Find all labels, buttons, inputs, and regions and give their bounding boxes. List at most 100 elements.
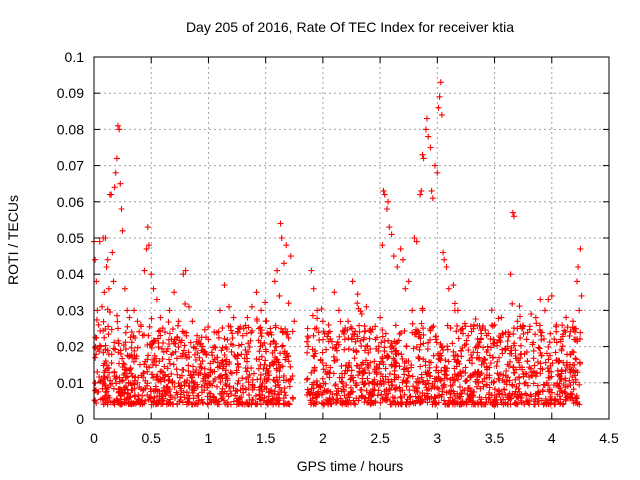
data-point	[224, 336, 231, 343]
data-point	[522, 379, 529, 386]
data-point	[150, 398, 157, 405]
data-point	[428, 187, 435, 194]
data-point	[474, 322, 481, 329]
data-point	[553, 328, 560, 335]
data-point	[147, 393, 154, 400]
data-point	[272, 340, 279, 347]
data-point	[124, 323, 131, 330]
data-point	[445, 285, 452, 292]
data-point	[489, 401, 496, 408]
data-point	[350, 377, 357, 384]
data-point	[447, 376, 454, 383]
data-point	[219, 344, 226, 351]
data-point	[434, 169, 441, 176]
data-point	[149, 362, 156, 369]
data-point	[456, 401, 463, 408]
data-point	[106, 394, 113, 401]
data-point	[175, 322, 181, 329]
data-point	[94, 307, 101, 314]
data-point	[471, 321, 477, 328]
y-tick-label: 0.02	[57, 339, 84, 355]
data-point	[167, 360, 173, 367]
data-point	[555, 383, 562, 390]
data-point	[127, 365, 134, 372]
data-point	[437, 357, 444, 364]
data-point	[385, 376, 392, 383]
data-point	[222, 400, 229, 407]
data-point	[157, 375, 164, 382]
data-point	[427, 144, 434, 151]
data-point	[357, 308, 364, 315]
data-point	[530, 339, 537, 346]
data-point	[570, 318, 576, 325]
data-point	[464, 377, 471, 384]
data-point	[354, 300, 361, 307]
data-point	[120, 342, 127, 349]
data-point	[136, 328, 143, 335]
data-point	[235, 342, 242, 349]
y-tick-label: 0.05	[57, 230, 84, 246]
data-point	[517, 313, 523, 320]
data-point	[217, 379, 224, 386]
data-point	[441, 256, 448, 263]
data-point	[305, 343, 312, 350]
data-point	[166, 330, 173, 337]
data-point	[285, 300, 292, 307]
data-point	[190, 385, 197, 391]
data-point	[320, 380, 327, 387]
data-point	[422, 381, 429, 388]
data-point	[235, 352, 242, 359]
data-point	[135, 374, 142, 381]
data-point	[404, 396, 411, 403]
data-point	[393, 360, 400, 367]
data-point	[528, 311, 535, 317]
data-point	[348, 384, 354, 391]
data-point	[94, 368, 101, 375]
data-point	[561, 327, 568, 334]
data-point	[514, 392, 521, 398]
data-point	[482, 394, 489, 401]
data-point	[276, 368, 283, 375]
data-point	[179, 366, 186, 373]
data-point	[409, 320, 416, 327]
data-point	[274, 267, 281, 274]
data-point	[516, 303, 523, 310]
data-point	[359, 375, 366, 382]
data-point	[218, 390, 225, 397]
data-point	[219, 361, 226, 367]
data-point	[383, 394, 390, 401]
data-point	[258, 353, 265, 360]
data-point	[201, 371, 208, 378]
data-point	[142, 358, 149, 365]
data-point	[557, 338, 564, 345]
data-point	[559, 343, 566, 350]
data-point	[124, 391, 131, 398]
data-point	[535, 388, 542, 395]
data-point	[327, 364, 334, 371]
data-point	[516, 380, 523, 387]
data-point	[567, 328, 574, 335]
data-point	[573, 356, 580, 363]
data-point	[228, 391, 235, 397]
data-point	[366, 391, 373, 398]
data-point	[291, 318, 298, 325]
data-point	[128, 370, 135, 377]
data-point	[221, 352, 228, 358]
data-point	[310, 379, 317, 386]
data-point	[545, 356, 552, 363]
data-point	[451, 398, 458, 405]
data-point	[360, 336, 367, 343]
data-point	[260, 397, 267, 404]
data-point	[143, 245, 150, 252]
data-point	[497, 339, 504, 345]
data-point	[240, 385, 246, 392]
data-point	[208, 399, 215, 406]
data-point	[416, 395, 423, 402]
data-point	[183, 380, 190, 387]
data-point	[457, 326, 464, 333]
data-point	[364, 342, 371, 349]
data-point	[251, 370, 257, 377]
data-point	[558, 367, 565, 373]
data-point	[413, 326, 419, 333]
data-point	[549, 360, 556, 367]
